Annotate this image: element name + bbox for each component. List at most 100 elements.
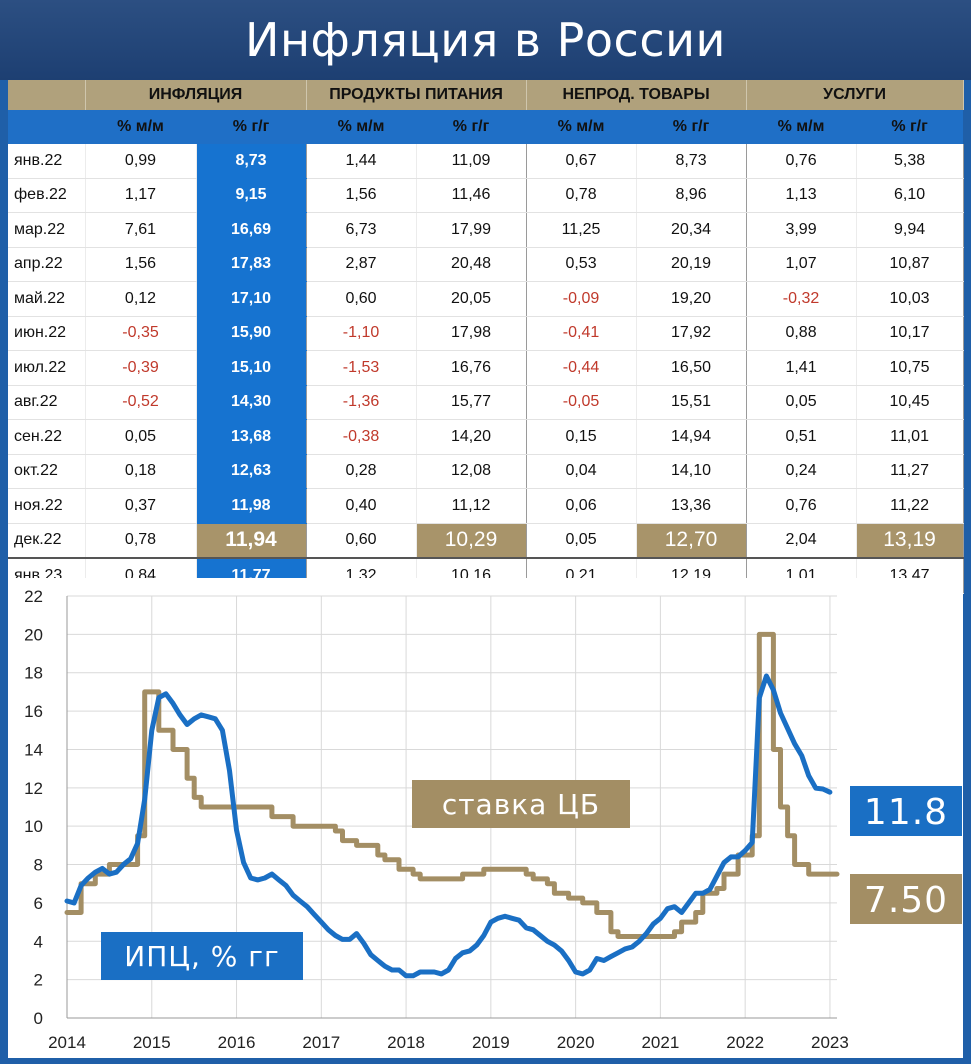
- unit-header: % м/м: [85, 110, 196, 144]
- x-tick-label: 2022: [726, 1033, 764, 1052]
- table-row: дек.22 0,78 11,94 0,60 10,29 0,05 12,70 2,04 13,…: [8, 523, 964, 559]
- value-cell: 3,99: [746, 212, 857, 248]
- group-header-blank: [8, 80, 86, 110]
- value-cell: 0,67: [526, 144, 637, 179]
- y-tick-label: 8: [34, 856, 43, 875]
- y-tick-label: 4: [34, 932, 43, 951]
- value-cell: 8,96: [636, 178, 747, 213]
- x-tick-label: 2019: [472, 1033, 510, 1052]
- value-cell: 0,60: [306, 281, 417, 317]
- x-tick-label: 2020: [557, 1033, 595, 1052]
- value-cell: 1,44: [306, 144, 417, 179]
- value-cell: -0,09: [526, 281, 637, 317]
- value-cell: -0,35: [85, 316, 197, 351]
- value-cell: 16,76: [416, 350, 527, 386]
- value-cell: 9,94: [856, 212, 964, 248]
- group-header-nonfood: НЕПРОД. ТОВАРЫ: [526, 80, 747, 110]
- unit-header: % г/г: [856, 110, 964, 144]
- y-tick-label: 0: [34, 1009, 43, 1028]
- month-cell: дек.22: [8, 523, 86, 559]
- value-cell: 17,98: [416, 316, 527, 351]
- value-cell: 0,04: [526, 454, 637, 489]
- value-cell: 20,48: [416, 247, 527, 282]
- value-cell: 10,45: [856, 385, 964, 420]
- value-cell: 0,05: [85, 419, 197, 455]
- month-cell: авг.22: [8, 385, 86, 420]
- value-cell: 11,94: [196, 523, 307, 559]
- value-cell: 1,07: [746, 247, 857, 282]
- inflation-table: ИНФЛЯЦИЯ ПРОДУКТЫ ПИТАНИЯ НЕПРОД. ТОВАРЫ…: [8, 80, 964, 594]
- group-header-services: УСЛУГИ: [746, 80, 964, 110]
- rate-end-value-label-box: [850, 874, 962, 924]
- value-cell: -0,32: [746, 281, 857, 317]
- x-tick-label: 2021: [641, 1033, 679, 1052]
- y-tick-label: 12: [24, 779, 43, 798]
- value-cell: -0,52: [85, 385, 197, 420]
- month-cell: ноя.22: [8, 488, 86, 524]
- value-cell: 20,05: [416, 281, 527, 317]
- value-cell: 2,87: [306, 247, 417, 282]
- value-cell: -0,41: [526, 316, 637, 351]
- value-cell: 11,27: [856, 454, 964, 489]
- value-cell: 0,53: [526, 247, 637, 282]
- y-tick-label: 16: [24, 702, 43, 721]
- value-cell: 13,68: [196, 419, 307, 455]
- unit-header: % м/м: [746, 110, 857, 144]
- value-cell: 15,90: [196, 316, 307, 351]
- value-cell: 10,87: [856, 247, 964, 282]
- value-cell: 13,36: [636, 488, 747, 524]
- unit-header-blank: [8, 110, 85, 144]
- rate-series-label-box: [412, 780, 630, 828]
- value-cell: 11,25: [526, 212, 637, 248]
- value-cell: 20,34: [636, 212, 747, 248]
- x-tick-label: 2014: [48, 1033, 86, 1052]
- rate-series-label: ставка ЦБ: [442, 788, 600, 821]
- value-cell: 8,73: [196, 144, 307, 179]
- month-cell: июл.22: [8, 350, 86, 386]
- value-cell: 15,10: [196, 350, 307, 386]
- value-cell: -0,39: [85, 350, 197, 386]
- value-cell: 14,10: [636, 454, 747, 489]
- value-cell: 6,73: [306, 212, 417, 248]
- table-row: авг.22 -0,52 14,30 -1,36 15,77 -0,05 15,51 0,05…: [8, 385, 964, 420]
- y-tick-label: 2: [34, 971, 43, 990]
- value-cell: 0,51: [746, 419, 857, 455]
- value-cell: 0,78: [526, 178, 637, 213]
- value-cell: 0,28: [306, 454, 417, 489]
- unit-header: % г/г: [196, 110, 307, 144]
- value-cell: -0,44: [526, 350, 637, 386]
- value-cell: 15,51: [636, 385, 747, 420]
- page-title: Инфляция в России: [245, 13, 726, 67]
- table-row: янв.22 0,99 8,73 1,44 11,09 0,67 8,73 0,76 5,38: [8, 144, 964, 179]
- group-header-inflation: ИНФЛЯЦИЯ: [85, 80, 307, 110]
- value-cell: 0,60: [306, 523, 417, 559]
- table-row: май.22 0,12 17,10 0,60 20,05 -0,09 19,20 -0,32 1…: [8, 281, 964, 317]
- month-cell: июн.22: [8, 316, 86, 351]
- month-cell: май.22: [8, 281, 86, 317]
- value-cell: 6,10: [856, 178, 964, 213]
- y-tick-label: 14: [24, 740, 43, 759]
- value-cell: 11,22: [856, 488, 964, 524]
- value-cell: 11,46: [416, 178, 527, 213]
- value-cell: 2,04: [746, 523, 857, 559]
- title-bar: Инфляция в России: [0, 0, 971, 80]
- month-cell: янв.23: [8, 557, 86, 594]
- month-cell: мар.22: [8, 212, 86, 248]
- cpi-end-value-label-box: [850, 786, 962, 836]
- unit-header: % м/м: [306, 110, 417, 144]
- value-cell: 0,76: [746, 144, 857, 179]
- y-tick-label: 20: [24, 625, 43, 644]
- value-cell: 0,05: [526, 523, 637, 559]
- x-tick-label: 2015: [133, 1033, 171, 1052]
- month-cell: сен.22: [8, 419, 86, 455]
- value-cell: 11,09: [416, 144, 527, 179]
- value-cell: 10,29: [416, 523, 527, 559]
- value-cell: 1,13: [746, 178, 857, 213]
- cpi-series-label-box: [101, 932, 303, 980]
- value-cell: 16,69: [196, 212, 307, 248]
- cpi-end-value-label: 11.8: [864, 792, 948, 833]
- value-cell: 16,50: [636, 350, 747, 386]
- y-tick-label: 10: [24, 817, 43, 836]
- group-header-row: ИНФЛЯЦИЯ ПРОДУКТЫ ПИТАНИЯ НЕПРОД. ТОВАРЫ…: [8, 80, 964, 110]
